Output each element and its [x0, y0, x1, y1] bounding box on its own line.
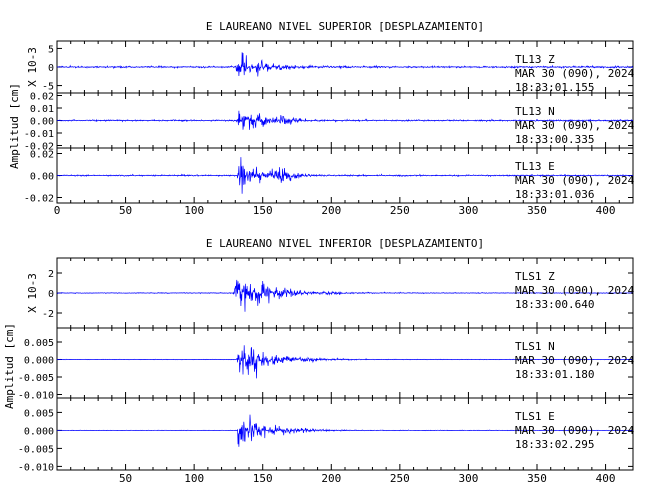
time-label: 18:33:00.640: [515, 298, 594, 311]
waveform-trace: [56, 157, 634, 194]
x-tick-label: 350: [527, 204, 547, 217]
y-axis-label: Amplitud [cm]: [3, 323, 16, 409]
waveform-trace: [56, 345, 633, 379]
y-tick-label: -0.005: [18, 444, 54, 455]
date-label: MAR 30 (090), 2024: [515, 354, 635, 367]
x-tick-label: 400: [596, 204, 616, 217]
station-component-label: TL13 N: [515, 105, 555, 118]
x-tick-label: 300: [458, 472, 478, 485]
y-tick-label: 0.005: [24, 408, 54, 419]
y-tick-label: -0.01: [24, 129, 54, 140]
x-tick-label: 150: [253, 472, 273, 485]
y-tick-label: -0.02: [24, 194, 54, 205]
x-tick-label: 200: [321, 472, 341, 485]
y-tick-label: -0.005: [18, 373, 54, 384]
y-tick-label: 0.000: [24, 426, 54, 437]
date-label: MAR 30 (090), 2024: [515, 119, 635, 132]
x-tick-label: 400: [596, 472, 616, 485]
x-tick-label: 100: [184, 472, 204, 485]
scale-factor-label: X 10-3: [26, 47, 39, 87]
x-tick-label: 250: [390, 472, 410, 485]
y-tick-label: 0.00: [30, 172, 54, 183]
time-label: 18:33:01.036: [515, 188, 594, 201]
waveform-trace: [56, 414, 633, 447]
figure-title: E LAUREANO NIVEL INFERIOR [DESPLAZAMIENT…: [206, 237, 484, 250]
scale-factor-label: X 10-3: [26, 273, 39, 313]
x-tick-label: 150: [253, 204, 273, 217]
y-tick-label: -2: [42, 309, 54, 320]
figure-title: E LAUREANO NIVEL SUPERIOR [DESPLAZAMIENT…: [206, 20, 484, 33]
y-tick-label: 0.00: [30, 117, 54, 128]
date-label: MAR 30 (090), 2024: [515, 67, 635, 80]
station-component-label: TLS1 N: [515, 340, 555, 353]
x-tick-label: 300: [458, 204, 478, 217]
x-tick-label: 0: [54, 204, 61, 217]
x-tick-label: 250: [390, 204, 410, 217]
y-tick-label: -5: [42, 82, 54, 93]
y-tick-label: -0.010: [18, 391, 54, 402]
station-component-label: TLS1 Z: [515, 270, 555, 283]
y-tick-label: -0.010: [18, 462, 54, 473]
date-label: MAR 30 (090), 2024: [515, 284, 635, 297]
y-tick-label: 5: [48, 44, 54, 55]
figure-2: E LAUREANO NIVEL INFERIOR [DESPLAZAMIENT…: [3, 237, 635, 485]
x-tick-label: 200: [321, 204, 341, 217]
waveform-trace: [56, 279, 634, 312]
waveform-trace: [56, 52, 634, 77]
y-tick-label: 2: [48, 269, 54, 280]
y-tick-label: 0.000: [24, 356, 54, 367]
x-tick-label: 50: [119, 472, 132, 485]
y-tick-label: -0.02: [24, 142, 54, 153]
station-component-label: TL13 Z: [515, 53, 555, 66]
figure-1: E LAUREANO NIVEL SUPERIOR [DESPLAZAMIENT…: [8, 20, 635, 217]
y-axis-label: Amplitud [cm]: [8, 83, 21, 169]
x-tick-label: 100: [184, 204, 204, 217]
y-tick-label: 0.005: [24, 338, 54, 349]
station-component-label: TL13 E: [515, 160, 555, 173]
y-tick-label: 0.02: [30, 150, 54, 161]
waveform-trace: [57, 110, 634, 130]
y-tick-label: 0: [48, 289, 54, 300]
time-label: 18:33:01.155: [515, 81, 594, 94]
time-label: 18:33:02.295: [515, 438, 594, 451]
date-label: MAR 30 (090), 2024: [515, 424, 635, 437]
time-label: 18:33:00.335: [515, 133, 594, 146]
time-label: 18:33:01.180: [515, 368, 594, 381]
date-label: MAR 30 (090), 2024: [515, 174, 635, 187]
station-component-label: TLS1 E: [515, 410, 555, 423]
y-tick-label: 0: [48, 63, 54, 74]
x-tick-label: 350: [527, 472, 547, 485]
y-tick-label: 0.02: [30, 92, 54, 103]
x-tick-label: 50: [119, 204, 132, 217]
y-tick-label: 0.01: [30, 104, 54, 115]
